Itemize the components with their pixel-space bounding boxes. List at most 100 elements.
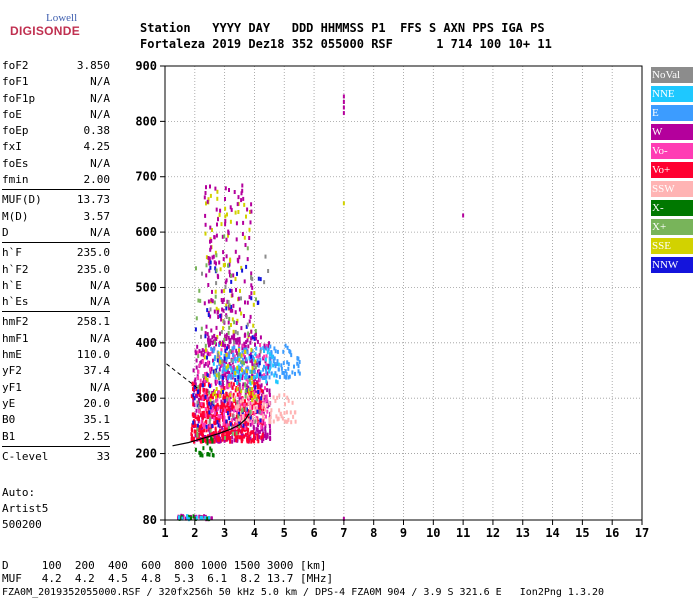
echo-point [249, 422, 252, 427]
echo-point [282, 349, 285, 354]
echo-point [250, 283, 253, 288]
echo-point [206, 332, 209, 337]
echo-point [251, 354, 254, 359]
echo-point [213, 300, 216, 305]
echo-point [196, 403, 199, 408]
echo-point [250, 405, 253, 410]
echo-point [202, 412, 205, 417]
echo-point [219, 381, 222, 386]
echo-point [244, 349, 247, 354]
echo-point [218, 355, 221, 360]
echo-point [204, 334, 207, 339]
echo-point [209, 193, 212, 198]
muf-frequency-row: MUF 4.2 4.2 4.5 4.8 5.3 6.1 8.2 13.7 [MH… [2, 572, 334, 585]
echo-point [210, 298, 213, 303]
echo-point [233, 438, 236, 443]
echo-point [275, 379, 278, 384]
parameter-label: foEp [2, 124, 29, 138]
echo-point [203, 195, 206, 200]
echo-point [227, 263, 229, 268]
echo-point [223, 356, 226, 361]
echo-point [211, 395, 214, 400]
echo-point [229, 430, 232, 435]
echo-point [212, 431, 215, 436]
echo-point [264, 427, 267, 431]
echo-point [224, 405, 227, 410]
echo-point [240, 415, 242, 420]
echo-point [192, 387, 194, 392]
echo-point [203, 391, 206, 396]
x-tick-label: 11 [456, 526, 470, 540]
echo-point [200, 422, 203, 427]
echo-point [298, 371, 301, 376]
echo-point [242, 416, 245, 421]
echo-point [265, 379, 268, 384]
echo-point [234, 405, 237, 410]
echo-point [244, 374, 247, 379]
parameter-row: h`E N/A [2, 278, 110, 294]
echo-point [208, 352, 211, 357]
echo-point [207, 313, 210, 317]
echo-point [209, 265, 212, 270]
echo-point [239, 365, 242, 370]
echo-point [237, 404, 240, 409]
echo-point [209, 369, 212, 374]
echo-point [240, 353, 243, 358]
parameter-label: h`F2 [2, 262, 29, 276]
echo-point [224, 206, 227, 211]
echo-point [239, 377, 242, 382]
echo-point [277, 416, 280, 421]
echo-point [263, 280, 266, 285]
echo-point [250, 370, 253, 374]
echo-point [261, 422, 264, 427]
echo-point [249, 340, 252, 345]
echo-point [238, 393, 241, 398]
echo-point [231, 293, 234, 298]
echo-point [238, 338, 241, 343]
echo-point [219, 340, 221, 345]
echo-point [236, 357, 239, 361]
echo-point [214, 294, 217, 299]
echo-point [232, 405, 235, 410]
parameter-row: hmF1 N/A [2, 331, 110, 347]
echo-point [249, 352, 252, 357]
echo-point [250, 354, 253, 359]
echo-point [222, 375, 224, 380]
echo-point [285, 419, 288, 424]
echo-point [224, 373, 227, 378]
echo-point [294, 419, 297, 424]
echo-point [284, 343, 287, 348]
echo-point [225, 254, 228, 259]
echo-point [228, 416, 231, 421]
echo-point [240, 191, 243, 196]
echo-point [195, 316, 198, 321]
echo-point [232, 329, 235, 334]
echo-point [241, 426, 244, 431]
echo-point [258, 372, 261, 377]
digisonde-logo: Lowell DIGISONDE [2, 10, 82, 46]
echo-point [229, 365, 232, 370]
file-info-footer: FZA0M_2019352055000.RSF / 320fx256h 50 k… [2, 587, 605, 598]
echo-point [245, 214, 247, 219]
parameter-value: 3.57 [83, 209, 111, 223]
echo-point [235, 348, 238, 353]
echo-point [250, 430, 253, 435]
echo-point [236, 337, 239, 342]
echo-point [246, 300, 249, 305]
echo-point [268, 417, 271, 422]
echo-point [233, 190, 236, 194]
echo-point [223, 418, 226, 423]
echo-point [202, 422, 204, 427]
echo-point [245, 264, 248, 269]
x-tick-label: 17 [635, 526, 649, 540]
echo-point [226, 346, 228, 351]
echo-point [232, 303, 235, 308]
y-tick-label: 600 [135, 225, 157, 239]
echo-point [251, 335, 254, 340]
echo-point [198, 514, 201, 519]
echo-point [197, 298, 200, 303]
parameter-value: 110.0 [76, 348, 110, 362]
echo-point [225, 315, 228, 319]
echo-point [251, 380, 254, 385]
echo-point [209, 414, 212, 419]
